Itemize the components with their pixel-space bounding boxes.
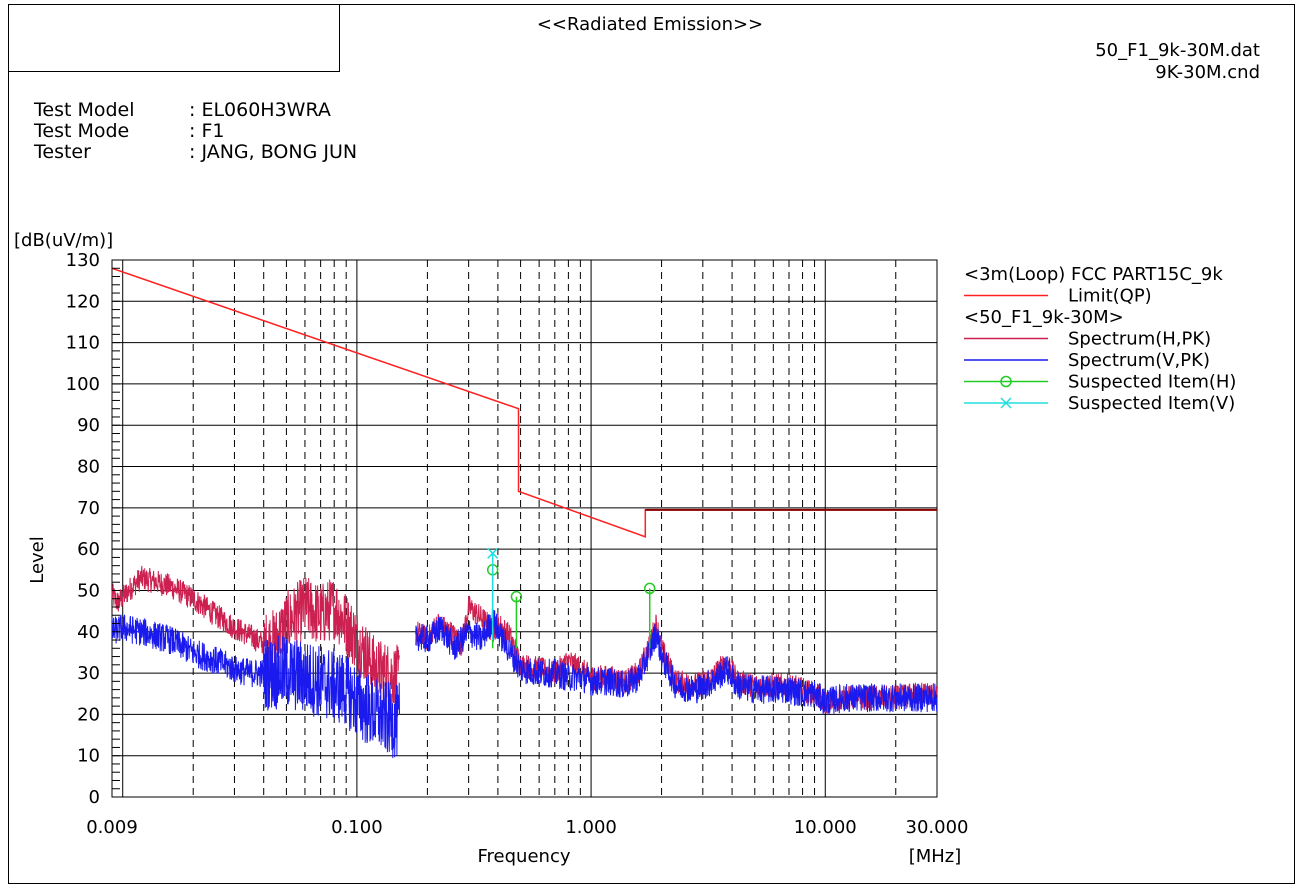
info-value: : JANG, BONG JUN: [189, 141, 358, 163]
legend-suspected-h: Suspected Item(H): [1068, 372, 1236, 393]
x-tick-label: 0.009: [86, 817, 138, 838]
y-tick-label: 40: [77, 622, 100, 643]
y-tick-label: 90: [77, 415, 100, 436]
logo-box: [8, 4, 340, 72]
info-row-mode: Test Mode : F1: [34, 121, 357, 142]
info-value: : EL060H3WRA: [189, 99, 331, 121]
info-key: Test Mode: [34, 120, 130, 142]
info-row-model: Test Model : EL060H3WRA: [34, 100, 357, 121]
report-title: <<Radiated Emission>>: [536, 14, 764, 35]
chart-series: [111, 267, 938, 759]
y-tick-label: 30: [77, 663, 100, 684]
y-tick-label: 0: [89, 787, 100, 808]
y-tick-label: 60: [77, 539, 100, 560]
info-value: : F1: [189, 120, 225, 142]
y-tick-label: 100: [66, 374, 100, 395]
x-axis-title: Frequency: [478, 846, 571, 867]
x-tick-label: 0.100: [331, 817, 383, 838]
legend-group-data: <50_F1_9k-30M>: [964, 307, 1124, 328]
suspected-h-marker: [643, 582, 656, 595]
plot-area: [111, 259, 938, 798]
y-axis-title: Level: [27, 536, 48, 584]
x-tick-label: 30.000: [906, 817, 969, 838]
legend-group-limit: <3m(Loop) FCC PART15C_9k: [964, 264, 1223, 285]
x-tick-label: 1.000: [565, 817, 617, 838]
chart-grid: [111, 259, 938, 798]
legend-limit-qp: Limit(QP): [1068, 286, 1152, 307]
legend-marker-x: [1000, 397, 1012, 409]
y-tick-label: 120: [66, 291, 100, 312]
info-row-tester: Tester : JANG, BONG JUN: [34, 142, 357, 163]
x-unit-label: [MHz]: [909, 846, 962, 867]
y-tick-label: 50: [77, 580, 100, 601]
suspected-h-marker: [510, 590, 523, 603]
chart-legend: <3m(Loop) FCC PART15C_9kLimit(QP)<50_F1_…: [964, 264, 1236, 414]
test-info: Test Model : EL060H3WRA Test Mode : F1 Tes…: [34, 100, 357, 163]
legend-marker-circle: [1000, 375, 1012, 388]
y-tick-label: 70: [77, 498, 100, 519]
y-tick-label: 80: [77, 457, 100, 478]
y-tick-label: 20: [77, 704, 100, 725]
info-key: Test Model: [34, 99, 135, 121]
file-info: 50_F1_9k-30M.dat 9K-30M.cnd: [1095, 40, 1260, 84]
y-tick-label: 130: [66, 250, 100, 271]
y-tick-label: 110: [66, 333, 100, 354]
legend-spectrum-v: Spectrum(V,PK): [1068, 350, 1210, 371]
limit-qp-line: [111, 267, 937, 538]
y-tick-label: 10: [77, 746, 100, 767]
data-file-name: 50_F1_9k-30M.dat: [1095, 40, 1260, 61]
suspected-v-marker: [487, 547, 499, 559]
y-unit-label: [dB(uV/m)]: [14, 230, 113, 251]
condition-file-name: 9K-30M.cnd: [1155, 62, 1260, 83]
spectrum-v-trace: [111, 607, 938, 759]
chart-axes: 0 10 20 30 40 50 60 70 80 90 100 110 120 130 0.009 0.10…: [14, 230, 968, 867]
legend-suspected-v: Suspected Item(V): [1068, 393, 1235, 414]
report-frame: [8, 4, 1295, 884]
x-tick-label: 10.000: [794, 817, 857, 838]
legend-spectrum-h: Spectrum(H,PK): [1068, 329, 1211, 350]
info-key: Tester: [34, 141, 91, 163]
